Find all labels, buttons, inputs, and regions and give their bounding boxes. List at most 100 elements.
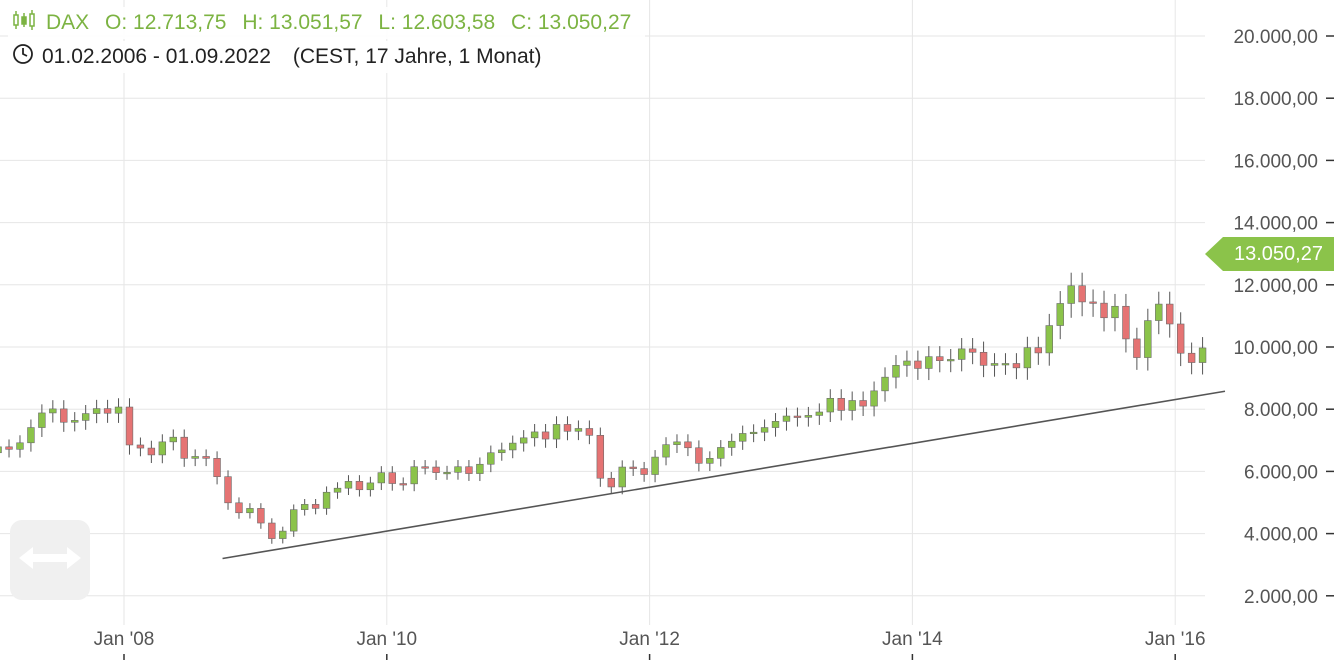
candle[interactable] [213,451,221,485]
candle[interactable] [563,416,572,441]
candle[interactable] [1056,291,1064,340]
candlestick-icon[interactable] [12,9,36,37]
candle[interactable] [870,381,878,417]
candle[interactable] [268,518,276,544]
trend-line[interactable] [222,390,1226,560]
candle[interactable] [27,419,35,452]
candle[interactable] [103,399,112,423]
candle[interactable] [892,355,900,389]
candle[interactable] [760,419,769,442]
candle[interactable] [388,466,396,491]
candle[interactable] [782,407,791,431]
candle[interactable] [618,460,626,495]
candle[interactable] [257,503,265,529]
candle[interactable] [640,461,648,482]
candle[interactable] [629,460,637,476]
candle[interactable] [519,430,528,452]
candle[interactable] [1198,337,1207,375]
candle[interactable] [125,398,134,455]
candle[interactable] [717,440,725,467]
candle[interactable] [333,482,342,499]
candle[interactable] [1078,272,1086,317]
candle[interactable] [728,433,736,456]
candle[interactable] [443,465,451,480]
candle[interactable] [837,389,845,421]
candle[interactable] [1067,272,1075,318]
candle[interactable] [180,429,188,467]
candle[interactable] [1001,353,1010,375]
candle[interactable] [936,346,944,373]
candle[interactable] [979,341,988,378]
candle[interactable] [355,475,364,497]
candle[interactable] [706,451,714,472]
candle[interactable] [804,406,813,427]
candle[interactable] [114,398,123,423]
candle[interactable] [1187,342,1196,375]
candle[interactable] [684,434,692,457]
candle[interactable] [651,450,659,483]
candle[interactable] [552,416,561,449]
date-range-text[interactable]: 01.02.2006 - 01.09.2022 [42,45,271,68]
candle[interactable] [279,526,287,544]
candle[interactable] [585,420,594,445]
candle[interactable] [1034,336,1043,365]
candle[interactable] [1100,290,1108,332]
candle[interactable] [815,403,824,425]
candle[interactable] [487,445,495,473]
candle[interactable] [158,434,167,464]
candle[interactable] [1166,291,1174,338]
candle[interactable] [81,404,90,430]
candle[interactable] [826,389,834,422]
candle[interactable] [695,440,703,472]
candle[interactable] [914,350,922,380]
candle[interactable] [1089,289,1097,317]
candle[interactable] [60,400,68,432]
candle[interactable] [793,407,802,427]
candle[interactable] [1144,308,1152,371]
candle[interactable] [957,338,966,372]
candle[interactable] [191,449,199,467]
candle[interactable] [322,486,331,515]
candle[interactable] [377,466,386,491]
candle[interactable] [432,460,440,480]
candle[interactable] [421,460,429,475]
candle[interactable] [476,457,484,482]
candle[interactable] [1122,293,1130,353]
candle[interactable] [366,476,375,497]
candle[interactable] [410,460,418,492]
candle[interactable] [235,497,243,519]
candle[interactable] [1133,327,1141,370]
candle[interactable] [662,437,670,466]
candle[interactable] [300,498,309,516]
candle[interactable] [530,423,539,447]
candle[interactable] [509,435,517,459]
candle[interactable] [947,348,955,373]
candle[interactable] [454,460,462,480]
candle[interactable] [0,439,2,460]
candle[interactable] [290,504,298,537]
candle[interactable] [169,429,177,451]
candle[interactable] [38,404,46,437]
candle[interactable] [16,435,24,458]
candle[interactable] [925,346,933,381]
candle[interactable] [311,498,320,515]
candle[interactable] [246,503,254,519]
candle[interactable] [968,338,977,365]
candle[interactable] [1176,312,1185,367]
candle[interactable] [1012,353,1021,380]
candle[interactable] [881,367,889,402]
candle[interactable] [903,350,911,377]
candle[interactable] [224,470,232,510]
candle[interactable] [771,413,780,437]
candle[interactable] [859,391,867,417]
candle[interactable] [848,391,856,421]
candle[interactable] [1045,313,1053,366]
candle[interactable] [1111,293,1119,332]
candle[interactable] [607,471,615,494]
candle[interactable] [202,449,210,467]
candle[interactable] [738,425,747,450]
candle[interactable] [596,427,605,487]
candle[interactable] [1023,336,1032,380]
candle[interactable] [574,420,583,441]
